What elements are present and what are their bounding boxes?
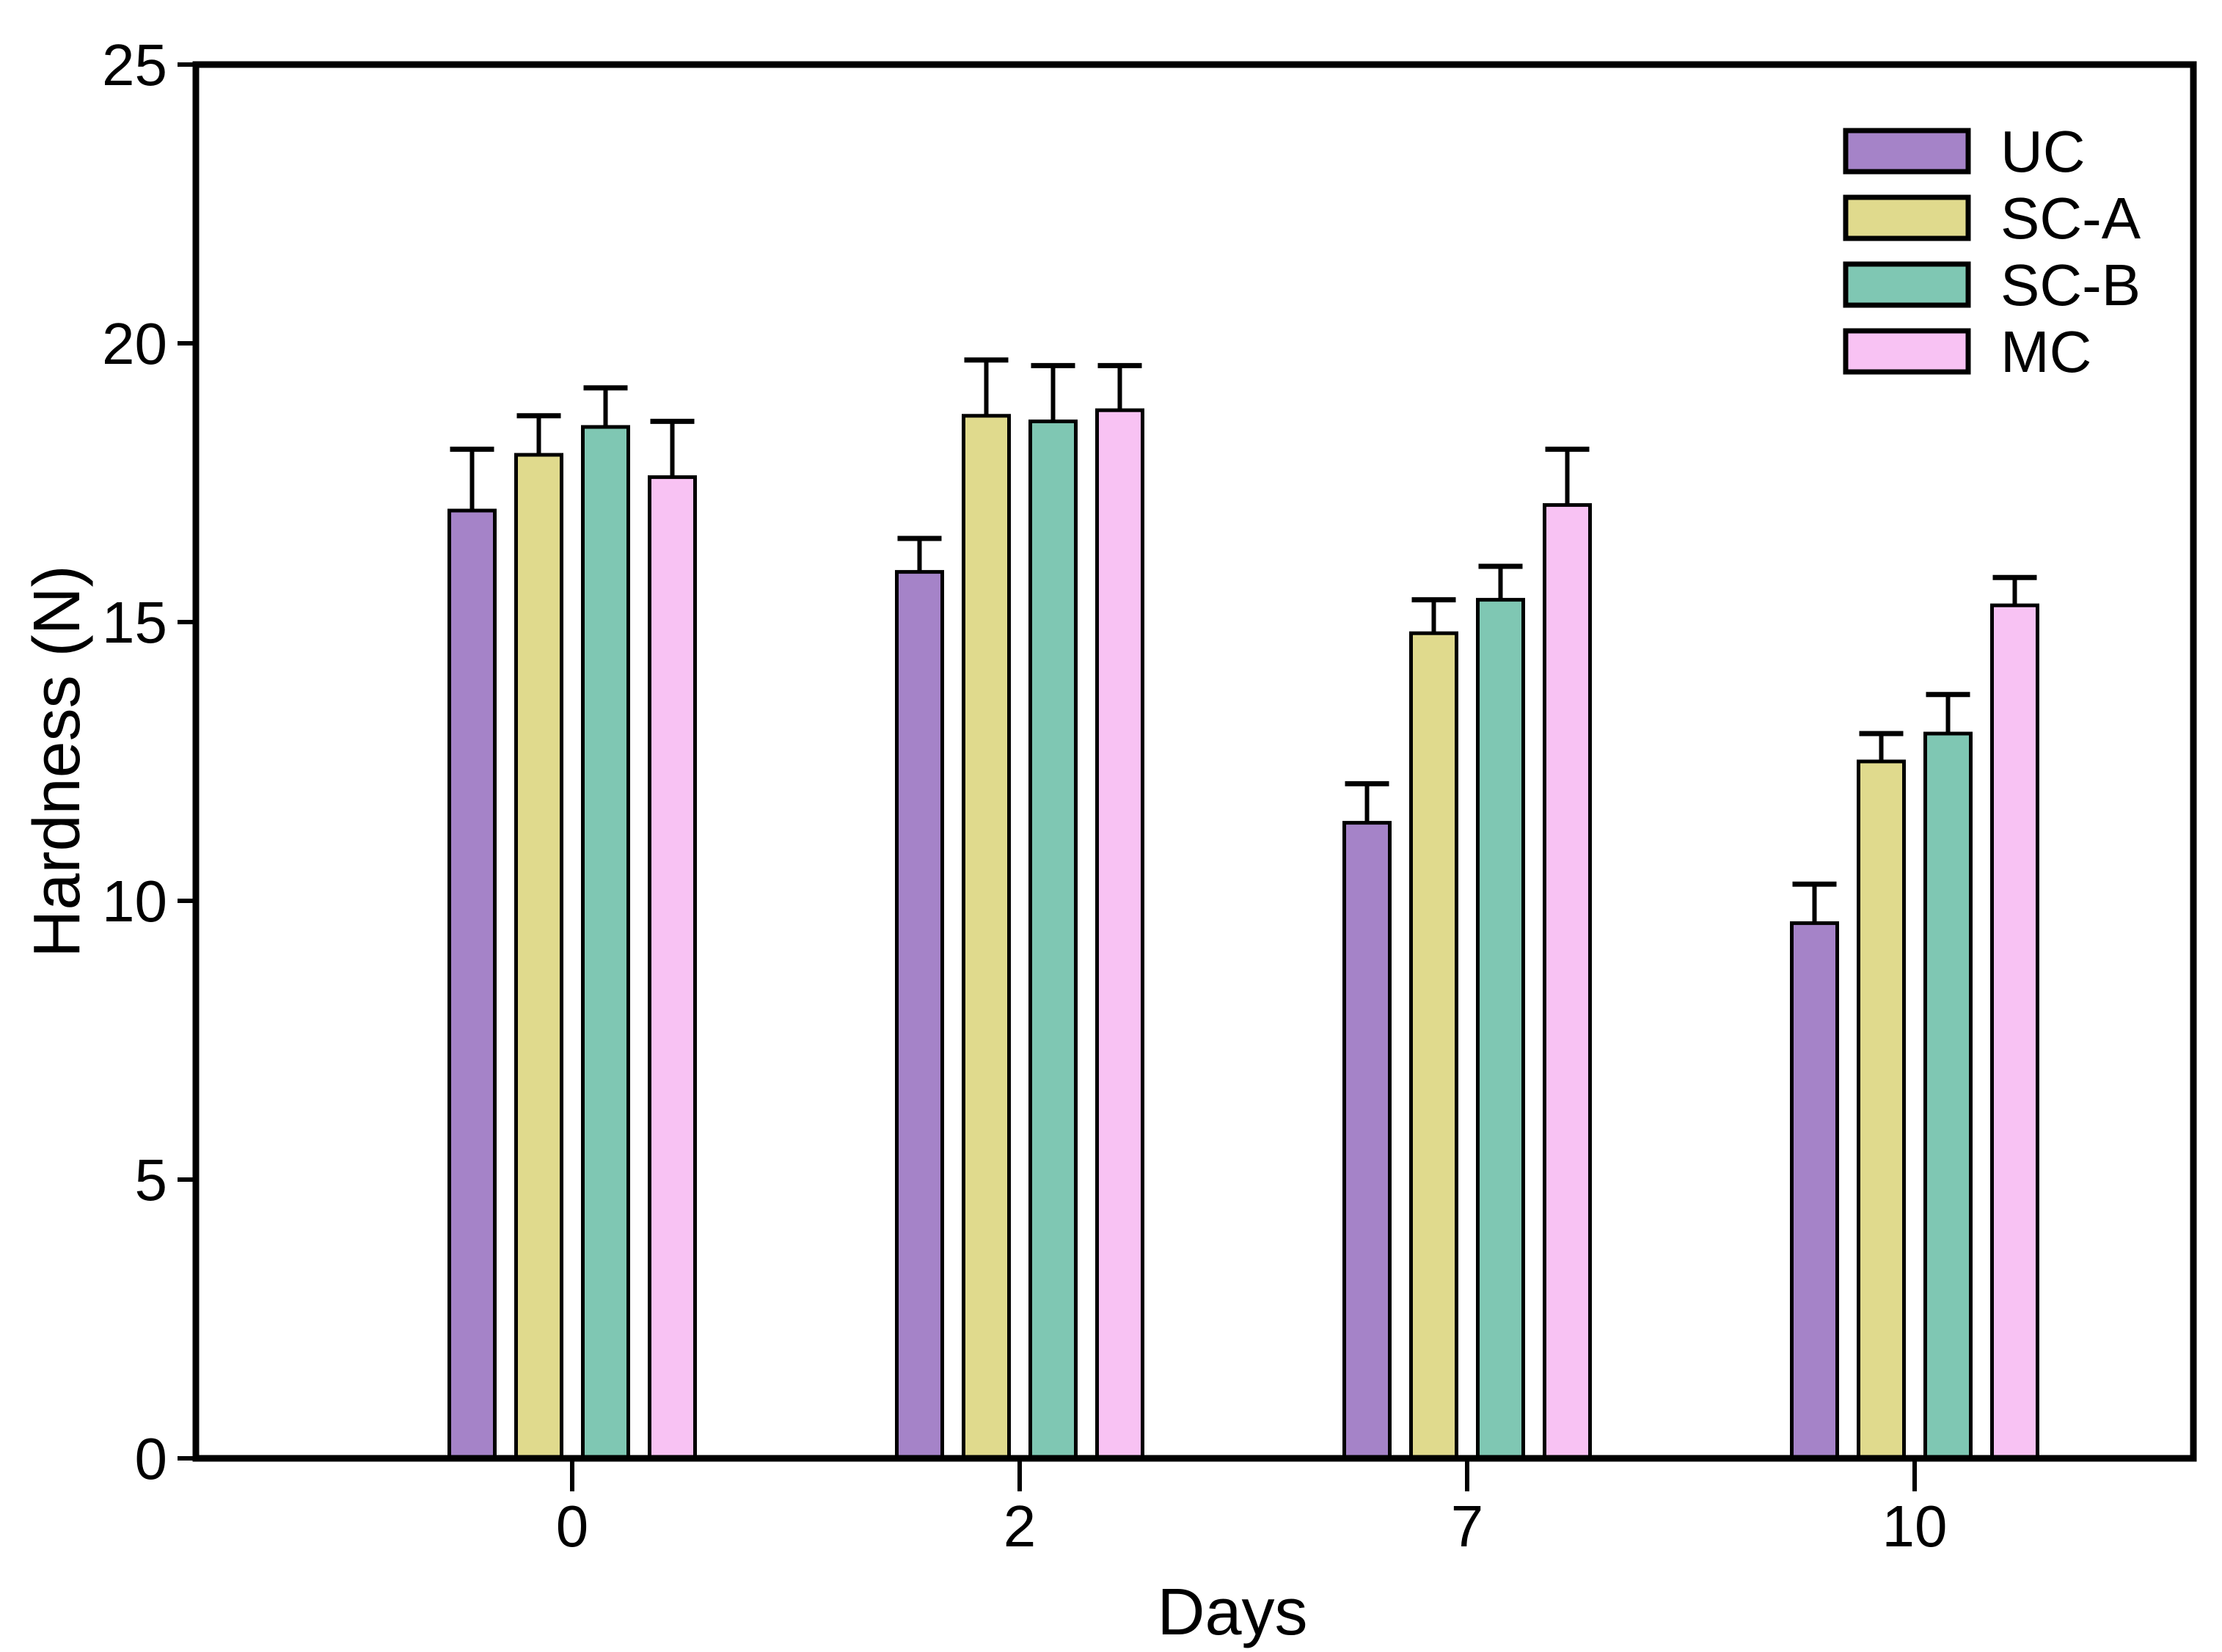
bar: [514, 453, 563, 1461]
bar: [447, 508, 497, 1461]
legend-label: MC: [2000, 319, 2091, 384]
legend-swatch-SC-B: [1843, 261, 1971, 308]
bar: [1409, 631, 1458, 1461]
bar: [962, 414, 1011, 1461]
bar: [1923, 731, 1973, 1461]
bar: [1790, 921, 1839, 1461]
y-tick-label: 0: [135, 1426, 168, 1491]
series-MC: [648, 362, 2039, 1461]
series-UC: [447, 446, 1839, 1461]
x-tick-label: 10: [1882, 1494, 1948, 1559]
x-axis-title: Days: [1157, 1576, 1307, 1649]
x-tick-label: 2: [1004, 1494, 1037, 1559]
bar: [1476, 598, 1525, 1461]
y-tick-label: 25: [102, 32, 167, 98]
legend-swatch-UC: [1843, 128, 1971, 175]
x-tick-label: 0: [556, 1494, 589, 1559]
series-SC-A: [514, 357, 1906, 1461]
legend-label: SC-B: [2000, 252, 2141, 318]
bar: [1857, 759, 1906, 1461]
bar: [1342, 821, 1392, 1461]
bar: [1095, 408, 1144, 1461]
axes-group: 0 5 10 15 20 25 0 2 7 10 Days Hardness (N): [21, 32, 2197, 1649]
legend-label: SC-A: [2000, 186, 2141, 251]
y-tick-label: 5: [135, 1147, 168, 1213]
bar: [648, 475, 697, 1461]
x-tick-label: 7: [1451, 1494, 1484, 1559]
bar: [581, 425, 630, 1461]
bars-group: [447, 357, 2039, 1461]
y-tick-label: 15: [102, 590, 167, 655]
legend-swatch-SC-A: [1843, 194, 1971, 241]
bar: [895, 570, 944, 1461]
legend-swatch-MC: [1843, 328, 1971, 375]
series-SC-B: [581, 362, 1973, 1461]
bar: [1543, 502, 1592, 1461]
bar: [1990, 603, 2039, 1461]
legend-label: UC: [2000, 119, 2086, 184]
y-tick-label: 20: [102, 311, 167, 376]
bar: [1028, 419, 1078, 1461]
y-tick-label: 10: [102, 869, 167, 934]
y-axis-title: Hardness (N): [21, 565, 94, 957]
